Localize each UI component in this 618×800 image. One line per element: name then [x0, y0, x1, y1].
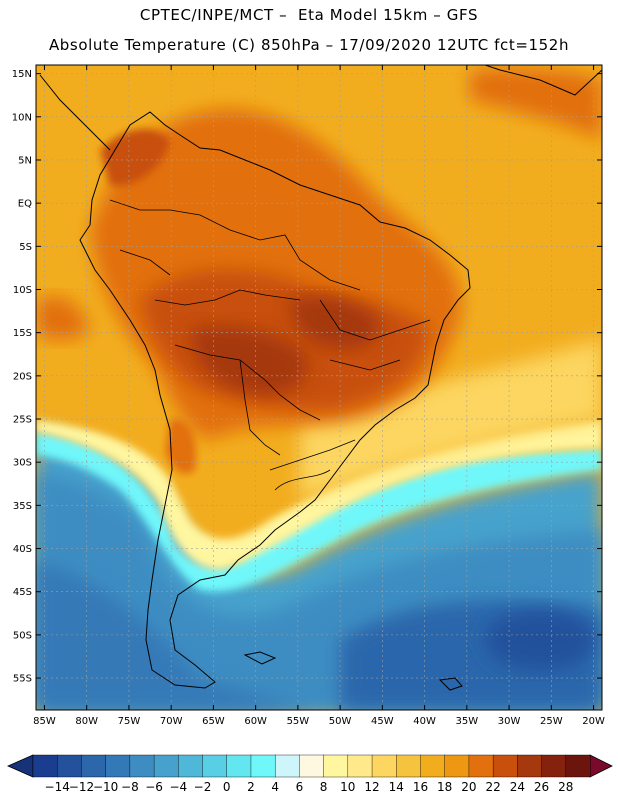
colorbar-label: 18 — [437, 780, 452, 794]
colorbar-swatch — [541, 754, 567, 778]
colorbar-swatch — [105, 754, 131, 778]
lat-label: 45S — [13, 587, 32, 598]
colorbar-swatch — [517, 754, 543, 778]
longitude-axis: 85W 80W 75W 70W 65W 60W 55W 50W 45W 40W 35W 30W 25W 2… — [33, 65, 605, 727]
latitude-axis: 15N 10N 5N EQ 5S 10S 15S 20S 25S 30S 35S 40S 45S 50S 5… — [12, 69, 602, 685]
colorbar-swatch — [32, 754, 58, 778]
map-frame — [35, 64, 603, 711]
lat-label: 15S — [13, 328, 32, 339]
colorbar-swatch — [299, 754, 325, 778]
colorbar-over-arrow — [589, 754, 613, 778]
country-borders — [109, 199, 431, 491]
temperature-field — [36, 65, 602, 710]
lat-label: 55S — [13, 674, 32, 685]
colorbar-label: −6 — [145, 780, 163, 794]
colorbar-label: −4 — [169, 780, 187, 794]
colorbar-label: −2 — [194, 780, 212, 794]
colorbar-label: 14 — [389, 780, 404, 794]
colorbar-label: 8 — [320, 780, 328, 794]
lon-label: 30W — [498, 716, 521, 727]
colorbar-label: 20 — [461, 780, 476, 794]
colorbar-swatch — [492, 754, 518, 778]
lat-label: EQ — [18, 199, 32, 210]
lat-label: 5S — [19, 242, 32, 253]
lon-label: 35W — [456, 716, 479, 727]
colorbar-under-arrow — [7, 754, 34, 778]
title-line-1: CPTEC/INPE/MCT – Eta Model 15km – GFS — [139, 6, 479, 24]
lon-label: 50W — [329, 716, 352, 727]
colorbar-swatch — [250, 754, 276, 778]
colorbar-swatch — [129, 754, 155, 778]
colorbar-swatch — [347, 754, 373, 778]
lon-label: 40W — [413, 716, 436, 727]
colorbar-label: −12 — [69, 780, 94, 794]
colorbar-label: 22 — [485, 780, 500, 794]
lon-label: 20W — [582, 716, 605, 727]
colorbar-swatch — [274, 754, 300, 778]
title-line-2: Absolute Temperature (C) 850hPa – 17/09/… — [48, 36, 570, 54]
colorbar-swatch — [444, 754, 470, 778]
colorbar-label: 28 — [558, 780, 573, 794]
lon-label: 85W — [33, 716, 56, 727]
lat-label: 30S — [13, 458, 32, 469]
colorbar-swatch — [153, 754, 179, 778]
colorbar-label: 0 — [223, 780, 231, 794]
colorbar-label: −10 — [93, 780, 118, 794]
colorbar-swatch — [565, 754, 591, 778]
lon-label: 60W — [244, 716, 267, 727]
colorbar-swatch — [420, 754, 446, 778]
colorbar-label: 10 — [340, 780, 355, 794]
lon-label: 45W — [371, 716, 394, 727]
lat-label: 50S — [13, 630, 32, 641]
lat-label: 25S — [13, 415, 32, 426]
colorbar-label: 4 — [271, 780, 279, 794]
lon-label: 25W — [540, 716, 563, 727]
coastlines — [39, 65, 602, 691]
colorbar-swatch — [468, 754, 494, 778]
lat-label: 10N — [12, 112, 32, 123]
colorbar-label: 12 — [364, 780, 379, 794]
lat-label: 20S — [13, 371, 32, 382]
colorbar-swatch — [323, 754, 349, 778]
lat-label: 15N — [12, 69, 32, 80]
colorbar-label: 6 — [296, 780, 304, 794]
lat-label: 10S — [13, 285, 32, 296]
lon-label: 75W — [118, 716, 141, 727]
colorbar-swatch — [178, 754, 204, 778]
lon-label: 70W — [160, 716, 183, 727]
lat-label: 40S — [13, 544, 32, 555]
colorbar-label: −8 — [121, 780, 139, 794]
colorbar-swatch — [202, 754, 228, 778]
lon-label: 65W — [202, 716, 225, 727]
colorbar-swatch — [396, 754, 421, 778]
colorbar-swatch — [371, 754, 397, 778]
lon-label: 80W — [75, 716, 98, 727]
colorbar-label: −14 — [45, 780, 70, 794]
lon-label: 55W — [287, 716, 310, 727]
lat-label: 5N — [18, 155, 32, 166]
colorbar-swatch — [226, 754, 252, 778]
gridlines — [36, 65, 602, 710]
colorbar-swatch — [81, 754, 107, 778]
colorbar-label: 24 — [510, 780, 525, 794]
colorbar: −14−12−10 −8 −6 −4 −2 0 2 4 6 8 10 12 14 16 18 20 22 24 26… — [7, 754, 613, 794]
colorbar-label: 26 — [534, 780, 549, 794]
colorbar-swatch — [57, 754, 82, 778]
lat-label: 35S — [13, 501, 32, 512]
colorbar-label: 16 — [413, 780, 428, 794]
colorbar-label: 2 — [247, 780, 255, 794]
